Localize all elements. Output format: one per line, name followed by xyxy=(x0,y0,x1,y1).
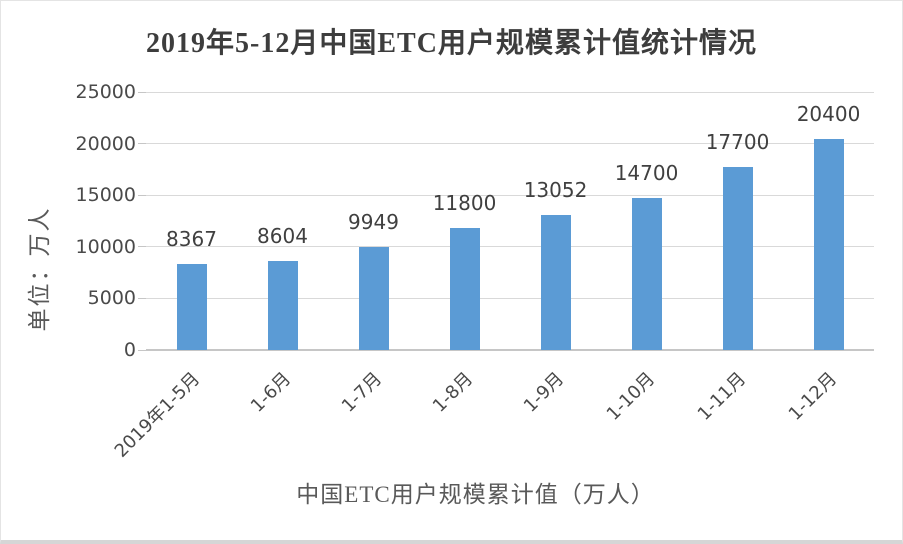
gridline xyxy=(146,91,874,93)
bar-1-6月 xyxy=(267,261,298,350)
gridline xyxy=(146,194,874,196)
y-axis-tick-label: 10000 xyxy=(75,235,136,258)
bar-value-label: 14700 xyxy=(614,161,679,186)
y-axis-tick-label: 20000 xyxy=(75,132,136,155)
y-axis-tick xyxy=(138,143,146,145)
gridline xyxy=(146,143,874,145)
bar-2019年1-5月 xyxy=(176,263,207,350)
x-axis-tick-label: 1-11月 xyxy=(693,368,750,425)
y-axis-tick-label: 15000 xyxy=(75,184,136,207)
x-axis-tick-label: 1-7月 xyxy=(337,368,386,417)
bar-value-label: 11800 xyxy=(432,191,497,216)
y-axis-tick xyxy=(138,194,146,196)
x-axis-tick-label: 1-6月 xyxy=(246,368,295,417)
bar-value-label: 17700 xyxy=(705,130,770,155)
gridline xyxy=(146,246,874,248)
y-axis-tick xyxy=(138,246,146,248)
x-axis-tick-label: 2019年1-5月 xyxy=(110,368,204,462)
x-axis-title: 中国ETC用户规模累计值（万人） xyxy=(296,482,655,507)
bar-1-11月 xyxy=(722,167,753,350)
y-axis-unit-label: 单位：万人 xyxy=(27,206,52,332)
chart-title: 2019年5-12月中国ETC用户规模累计值统计情况 xyxy=(146,28,757,59)
bar-1-10月 xyxy=(631,198,662,350)
gridline xyxy=(146,297,874,299)
bar-1-9月 xyxy=(540,215,571,350)
bar-1-8月 xyxy=(449,228,480,350)
y-axis-tick xyxy=(138,297,146,299)
bar-value-label: 13052 xyxy=(523,178,588,203)
x-axis-tick-label: 1-10月 xyxy=(602,368,659,425)
x-axis-line xyxy=(146,349,874,351)
x-axis-tick-label: 1-12月 xyxy=(784,368,841,425)
x-axis-tick-label: 1-9月 xyxy=(519,368,568,417)
bar-1-12月 xyxy=(813,139,844,350)
bar-value-label: 20400 xyxy=(796,102,861,127)
bar-1-7月 xyxy=(358,247,389,350)
y-axis-tick-label: 0 xyxy=(123,339,136,361)
y-axis-tick xyxy=(138,91,146,93)
bar-value-label: 8367 xyxy=(166,226,217,251)
y-axis-tick-label: 25000 xyxy=(75,81,136,103)
y-axis-tick xyxy=(138,349,146,351)
bar-value-label: 8604 xyxy=(257,224,308,249)
bar-value-label: 9949 xyxy=(348,210,399,235)
x-axis-tick-label: 1-8月 xyxy=(428,368,477,417)
y-axis-tick-label: 5000 xyxy=(87,287,136,310)
